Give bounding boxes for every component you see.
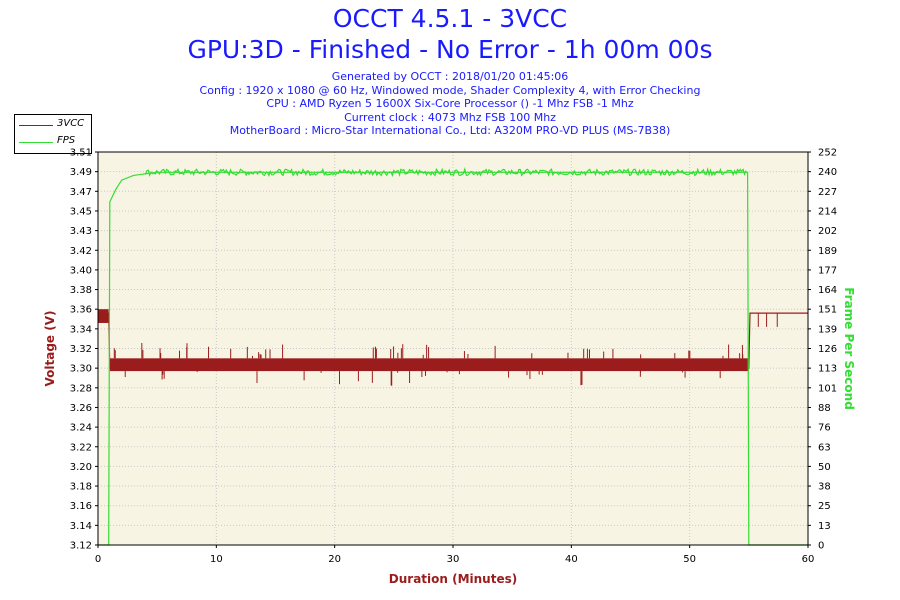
legend-item-fps: FPS <box>15 134 91 150</box>
x-tick-label: 50 <box>683 554 696 565</box>
y-right-tick-label: 177 <box>818 265 837 276</box>
y-right-tick-label: 50 <box>818 462 831 473</box>
axes-group: 3.12 3.14 3.16 3.18 3.20 3.22 3.24 3.26 3.28 3.30… <box>70 148 837 566</box>
y-left-tick-label: 3.42 <box>70 246 92 257</box>
y-right-tick-label: 151 <box>818 305 837 316</box>
y-left-tick-label: 3.51 <box>70 148 92 159</box>
y-right-tick-label: 126 <box>818 344 837 355</box>
y-right-tick-label: 164 <box>818 285 837 296</box>
y-right-tick-label: 0 <box>818 541 824 552</box>
y-right-tick-label: 113 <box>818 364 837 375</box>
y-left-tick-label: 3.45 <box>70 206 92 217</box>
x-tick-label: 0 <box>95 554 101 565</box>
y-left-tick-label: 3.20 <box>70 462 92 473</box>
series-3vcc-start-block <box>98 309 109 323</box>
y-right-tick-label: 252 <box>818 148 837 159</box>
y-right-tick-label: 76 <box>818 423 831 434</box>
legend-swatch-3vcc <box>19 125 53 126</box>
y-left-tick-label: 3.47 <box>70 187 92 198</box>
y-left-tick-label: 3.36 <box>70 305 92 316</box>
info-generated: Generated by OCCT : 2018/01/20 01:45:06 <box>331 70 569 83</box>
y-left-tick-label: 3.40 <box>70 265 92 276</box>
info-clock: Current clock : 4073 Mhz FSB 100 Mhz <box>344 110 556 124</box>
y-left-tick-label: 3.30 <box>70 364 92 375</box>
y-left-tick-label: 3.43 <box>70 226 92 237</box>
y-left-tick-label: 3.26 <box>70 403 92 414</box>
y-right-tick-label: 240 <box>818 167 837 178</box>
y-right-tick-label: 139 <box>818 324 837 335</box>
y-right-tick-label: 63 <box>818 442 831 453</box>
series-group <box>98 166 808 546</box>
info-motherboard: MotherBoard : Micro-Star International C… <box>229 124 671 138</box>
legend-label-3vcc: 3VCC <box>57 118 85 129</box>
x-tick-label: 10 <box>210 554 223 565</box>
y-right-tick-label: 189 <box>818 246 837 257</box>
legend-swatch-fps <box>19 142 53 143</box>
legend-label-fps: FPS <box>57 135 76 146</box>
y-left-tick-label: 3.24 <box>70 423 92 434</box>
y-right-tick-label: 214 <box>818 206 837 217</box>
y-left-tick-label: 3.32 <box>70 344 92 355</box>
y-left-tick-label: 3.12 <box>70 541 92 552</box>
series-fps-jitter <box>144 166 747 178</box>
info-block: Generated by OCCT : 2018/01/20 01:45:06 … <box>0 70 900 138</box>
legend: 3VCC FPS <box>14 114 92 154</box>
y-left-tick-label: 3.28 <box>70 383 92 394</box>
x-tick-label: 20 <box>328 554 341 565</box>
series-3vcc-line <box>98 312 808 369</box>
y-left-tick-label: 3.16 <box>70 501 92 512</box>
x-axis-label: Duration (Minutes) <box>389 572 517 586</box>
y-left-tick-label: 3.18 <box>70 482 92 493</box>
y-right-tick-label: 101 <box>818 383 837 394</box>
y-left-tick-label: 3.34 <box>70 324 92 335</box>
x-tick-label: 60 <box>802 554 815 565</box>
y-left-tick-label: 3.49 <box>70 167 92 178</box>
y-axis-left-label: Voltage (V) <box>43 311 57 387</box>
chart-title: OCCT 4.5.1 - 3VCC <box>332 4 568 33</box>
series-3vcc-band <box>109 358 749 372</box>
y-right-tick-label: 88 <box>818 403 831 414</box>
chart-subtitle: GPU:3D - Finished - No Error - 1h 00m 00… <box>187 35 713 64</box>
y-right-tick-label: 13 <box>818 521 831 532</box>
y-left-tick-label: 3.22 <box>70 442 92 453</box>
x-tick-label: 30 <box>447 554 460 565</box>
y-left-tick-label: 3.38 <box>70 285 92 296</box>
y-left-tick-label: 3.14 <box>70 521 92 532</box>
info-config: Config : 1920 x 1080 @ 60 Hz, Windowed m… <box>199 83 701 97</box>
info-cpu: CPU : AMD Ryzen 5 1600X Six-Core Process… <box>266 97 634 111</box>
x-tick-label: 40 <box>565 554 578 565</box>
y-right-tick-label: 38 <box>818 482 831 493</box>
y-right-tick-label: 25 <box>818 501 831 512</box>
legend-item-3vcc: 3VCC <box>15 117 91 133</box>
y-right-tick-label: 202 <box>818 226 837 237</box>
y-axis-right-label: Frame Per Second <box>842 287 856 410</box>
y-right-tick-label: 227 <box>818 187 837 198</box>
